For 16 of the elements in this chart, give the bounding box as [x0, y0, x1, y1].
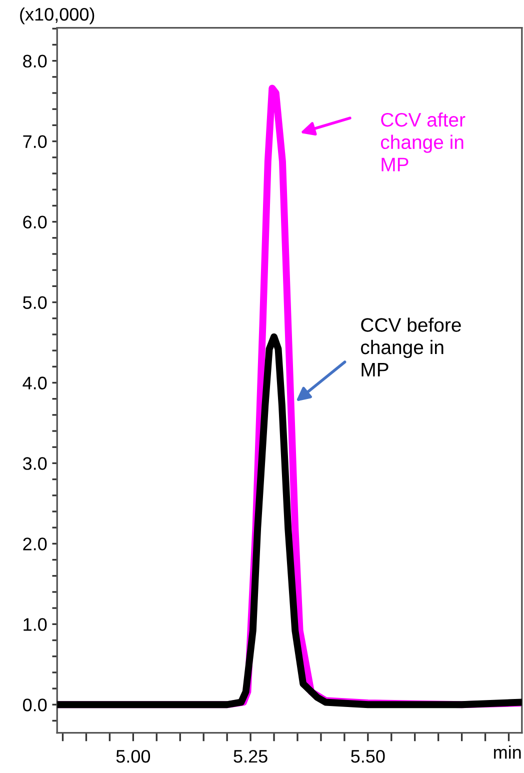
y-tick-label: 0.0 — [23, 698, 47, 712]
y-tick-label: 7.0 — [23, 135, 47, 148]
y-tick-label: 1.0 — [24, 618, 47, 631]
y-tick-label: 6.0 — [23, 216, 47, 228]
x-tick-label: 5.50 — [351, 750, 385, 763]
x-tick-label: 5.25 — [234, 750, 268, 763]
y-tick-label: 8.0 — [23, 54, 47, 68]
x-axis-title: min — [494, 745, 521, 759]
x-tick-label: 5.00 — [116, 750, 150, 763]
y-tick-label: 2.0 — [23, 538, 47, 550]
annotation: CCV before change in MP — [360, 318, 461, 376]
annotation: CCV after change in MP — [380, 112, 466, 172]
y-tick-label: 3.0 — [22, 457, 47, 470]
y-tick-label: 4.0 — [22, 376, 47, 390]
y-axis-title: (x10,000) — [20, 7, 94, 24]
y-tick-label: 5.0 — [23, 296, 47, 309]
